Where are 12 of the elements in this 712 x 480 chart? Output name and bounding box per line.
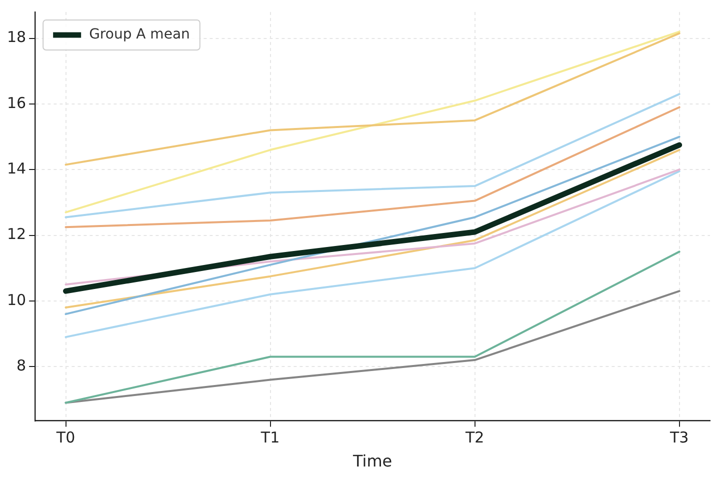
legend-label: Group A mean xyxy=(89,26,190,43)
y-tick-label: 18 xyxy=(6,28,26,46)
x-tick-label: T0 xyxy=(55,428,76,447)
y-tick-label: 12 xyxy=(6,225,26,244)
y-tick-label: 14 xyxy=(6,160,26,178)
x-tick-label: T3 xyxy=(668,428,689,447)
y-tick-label: 16 xyxy=(6,94,26,112)
x-tick-label: T1 xyxy=(260,428,280,447)
x-axis-title: Time xyxy=(352,452,392,471)
x-tick-label: T2 xyxy=(464,428,484,447)
y-tick-label: 8 xyxy=(16,356,26,375)
y-tick-label: 10 xyxy=(6,290,26,309)
